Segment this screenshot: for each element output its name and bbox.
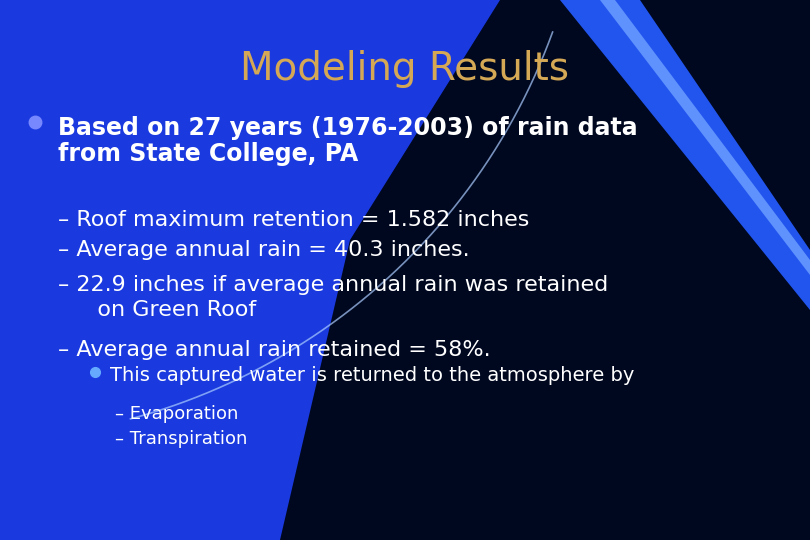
Text: This captured water is returned to the atmosphere by: This captured water is returned to the a… [110,366,634,385]
Text: – Transpiration: – Transpiration [115,430,247,448]
Text: on Green Roof: on Green Roof [76,300,256,320]
Text: – Evaporation: – Evaporation [115,405,238,423]
Text: – Average annual rain retained = 58%.: – Average annual rain retained = 58%. [58,340,491,360]
Polygon shape [560,0,810,310]
Text: – 22.9 inches if average annual rain was retained: – 22.9 inches if average annual rain was… [58,275,608,295]
Polygon shape [280,0,810,540]
Text: from State College, PA: from State College, PA [58,142,358,166]
Text: – Roof maximum retention = 1.582 inches: – Roof maximum retention = 1.582 inches [58,210,530,230]
Text: Based on 27 years (1976-2003) of rain data: Based on 27 years (1976-2003) of rain da… [58,116,637,140]
Text: Modeling Results: Modeling Results [241,50,569,88]
Polygon shape [600,0,810,275]
Text: – Average annual rain = 40.3 inches.: – Average annual rain = 40.3 inches. [58,240,470,260]
